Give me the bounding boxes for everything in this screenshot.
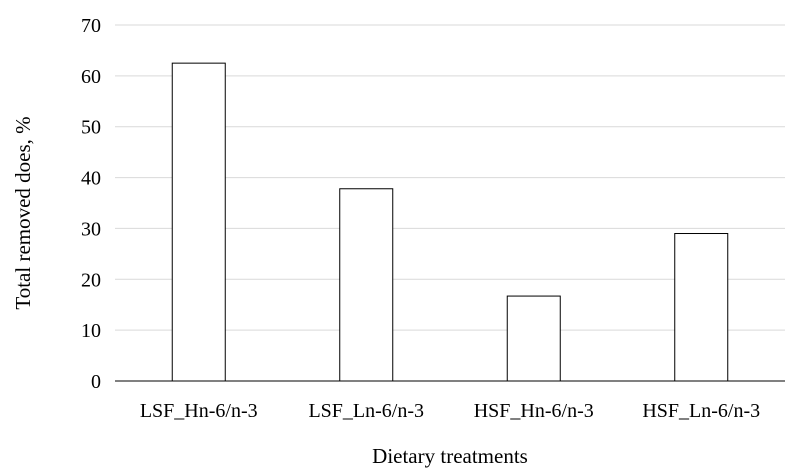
y-tick-label: 40 xyxy=(81,168,101,190)
x-tick-labels: LSF_Hn-6/n-3 LSF_Ln-6/n-3 HSF_Hn-6/n-3 HSF_… xyxy=(140,400,760,422)
y-axis-title: Total removed does, % xyxy=(11,116,35,309)
bar xyxy=(339,188,394,382)
x-tick-label: LSF_Hn-6/n-3 xyxy=(140,400,258,422)
bar xyxy=(674,233,729,382)
y-tick-label: 0 xyxy=(91,371,101,393)
y-tick-label: 10 xyxy=(81,320,101,342)
gridlines xyxy=(115,24,785,331)
bar xyxy=(506,295,561,382)
y-tick-label: 70 xyxy=(81,15,101,37)
x-axis-title: Dietary treatments xyxy=(372,444,528,468)
x-tick-label: HSF_Hn-6/n-3 xyxy=(474,400,594,422)
x-tick-label: HSF_Ln-6/n-3 xyxy=(642,400,760,422)
bar xyxy=(171,62,226,382)
bars xyxy=(171,62,729,382)
x-tick-label: LSF_Ln-6/n-3 xyxy=(308,400,424,422)
y-tick-labels: 0 10 20 30 40 50 60 70 xyxy=(81,15,101,393)
y-tick-label: 60 xyxy=(81,66,101,88)
y-tick-label: 30 xyxy=(81,218,101,240)
y-tick-label: 20 xyxy=(81,269,101,291)
y-tick-label: 50 xyxy=(81,117,101,139)
